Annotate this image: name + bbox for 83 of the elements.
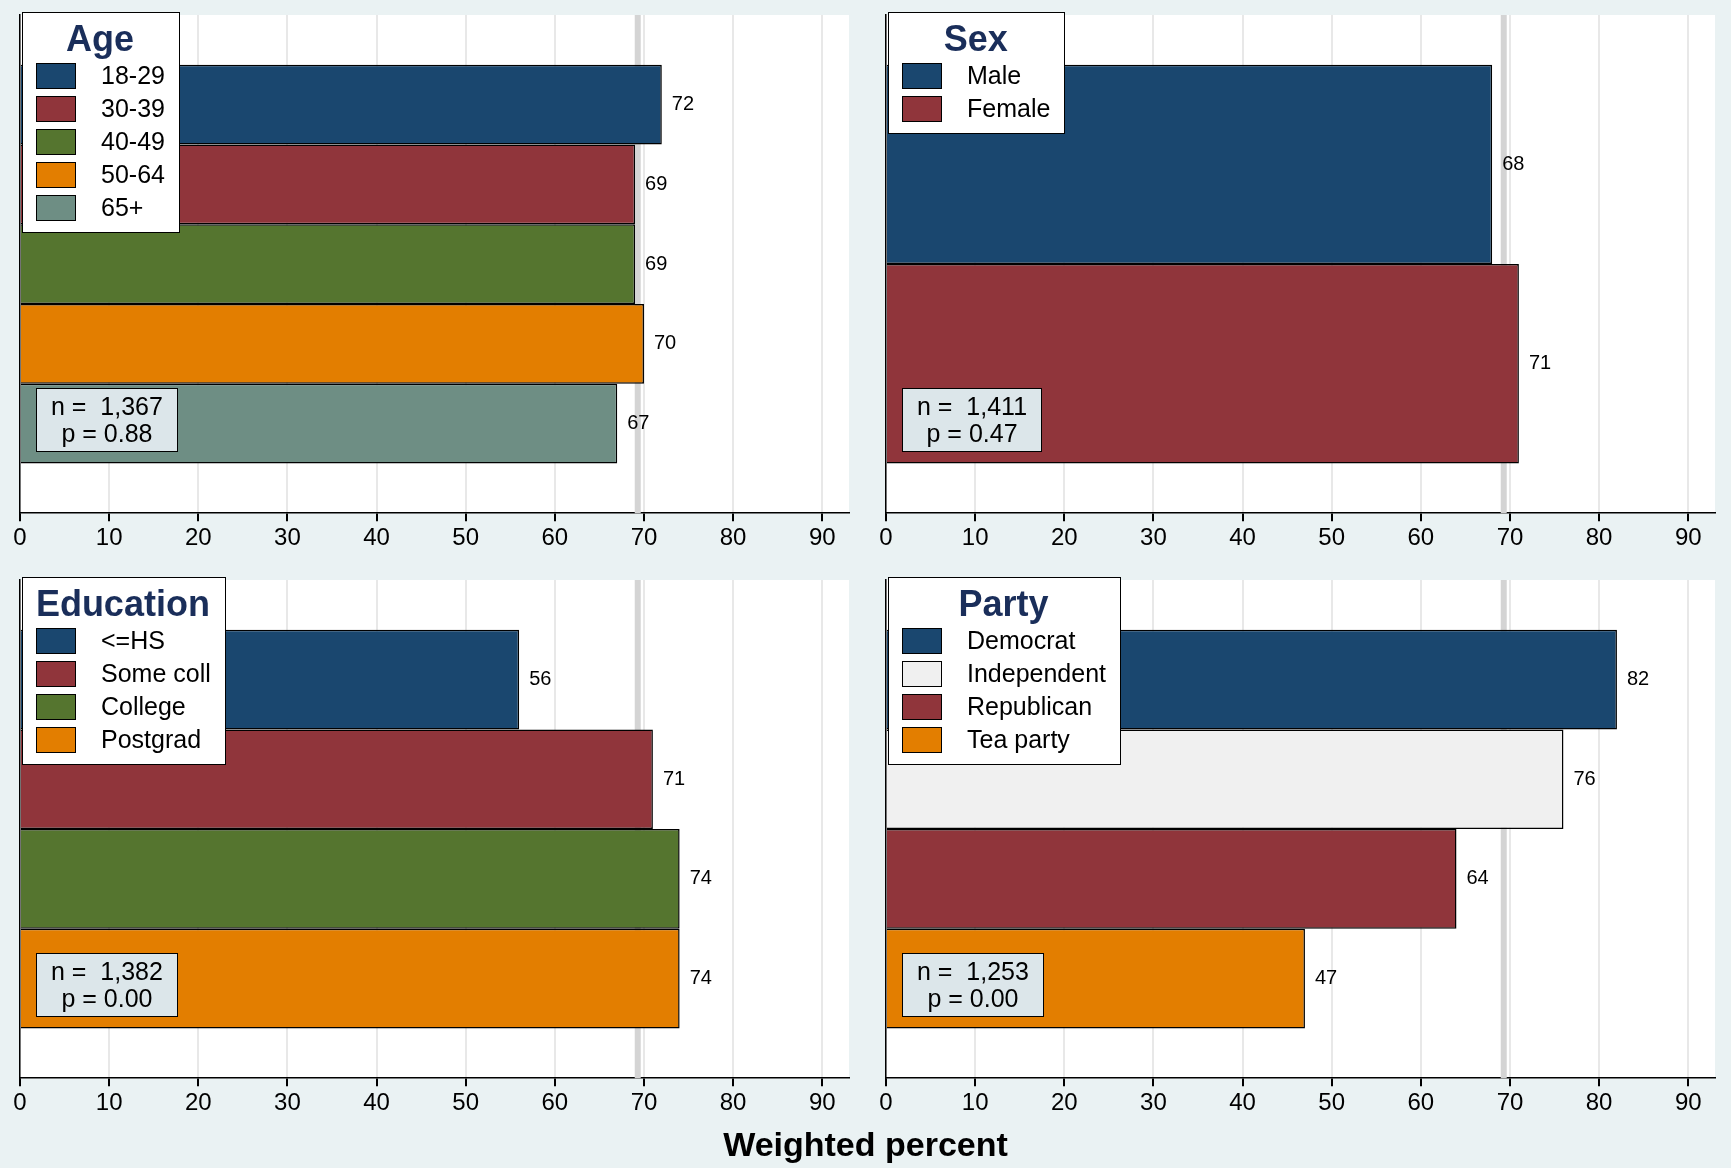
legend-label: Postgrad <box>101 724 202 755</box>
legend-label: <=HS <box>101 625 165 656</box>
x-tick-label: 10 <box>961 1088 989 1116</box>
x-tick-label: 0 <box>879 523 893 551</box>
legend-label: Female <box>967 93 1051 124</box>
annotation: n = 1,382 <box>51 957 163 985</box>
x-tick-label: 20 <box>184 1088 212 1116</box>
data-label: 56 <box>529 667 552 690</box>
x-tick-label: 80 <box>1585 523 1613 551</box>
legend-label: Democrat <box>967 625 1076 656</box>
annotation: p = 0.00 <box>926 984 1020 1012</box>
x-tick-label: 0 <box>879 1088 893 1116</box>
x-tick-label: 30 <box>274 523 301 551</box>
legend-label: College <box>101 691 186 722</box>
data-label: 74 <box>689 866 712 889</box>
data-label: 69 <box>645 251 668 274</box>
legend-label: 30-39 <box>101 93 165 124</box>
annotation: p = 0.47 <box>925 419 1019 447</box>
data-label: 68 <box>1502 151 1525 174</box>
legend-title: Education <box>35 583 211 624</box>
data-label: 67 <box>627 411 650 434</box>
data-label: 74 <box>689 966 712 989</box>
data-label: 69 <box>645 171 668 194</box>
x-tick-label: 50 <box>1318 523 1346 551</box>
x-tick-label: 70 <box>1496 1088 1524 1116</box>
legend-label: 18-29 <box>101 60 165 91</box>
x-tick-label: 10 <box>961 523 989 551</box>
annotation: p = 0.88 <box>60 419 154 447</box>
legend-label: Republican <box>967 691 1093 722</box>
x-tick-label: 60 <box>1407 1088 1435 1116</box>
legend-label: Some coll <box>101 658 211 689</box>
x-tick-label: 40 <box>363 523 390 551</box>
x-tick-label: 60 <box>541 1088 569 1116</box>
legend-title: Age <box>64 18 135 59</box>
legend-label: 65+ <box>101 192 144 223</box>
x-tick-label: 40 <box>1229 1088 1256 1116</box>
x-tick-label: 30 <box>1140 523 1167 551</box>
data-label: 76 <box>1573 766 1596 789</box>
x-tick-label: 70 <box>630 523 658 551</box>
x-tick-label: 10 <box>95 523 123 551</box>
x-tick-label: 70 <box>630 1088 658 1116</box>
x-tick-label: 90 <box>1674 523 1702 551</box>
data-label: 64 <box>1466 866 1489 889</box>
legend-label: 40-49 <box>101 126 165 157</box>
x-axis-title: Weighted percent <box>722 1125 1009 1164</box>
legend-label: Male <box>967 60 1022 91</box>
x-tick-label: 20 <box>1050 523 1078 551</box>
x-tick-label: 30 <box>1140 1088 1167 1116</box>
x-tick-label: 20 <box>1050 1088 1078 1116</box>
x-tick-label: 0 <box>13 523 27 551</box>
data-label: 70 <box>653 331 677 354</box>
x-tick-label: 50 <box>452 1088 480 1116</box>
x-tick-label: 40 <box>363 1088 390 1116</box>
annotation: p = 0.00 <box>60 984 154 1012</box>
legend-title: Party <box>957 583 1050 624</box>
x-tick-label: 90 <box>808 1088 836 1116</box>
x-tick-label: 10 <box>95 1088 123 1116</box>
x-tick-label: 60 <box>541 523 569 551</box>
annotation: n = 1,367 <box>51 392 163 420</box>
legend-title: Sex <box>942 18 1009 59</box>
x-tick-label: 40 <box>1229 523 1256 551</box>
x-tick-label: 80 <box>719 1088 747 1116</box>
x-tick-label: 30 <box>274 1088 301 1116</box>
x-tick-label: 90 <box>808 523 836 551</box>
x-tick-label: 80 <box>719 523 747 551</box>
x-tick-label: 20 <box>184 523 212 551</box>
data-label: 71 <box>662 766 686 789</box>
x-tick-label: 60 <box>1407 523 1435 551</box>
annotation: n = 1,411 <box>917 392 1028 420</box>
data-label: 71 <box>1528 351 1552 374</box>
legend-label: Independent <box>967 658 1107 689</box>
legend-label: Tea party <box>967 724 1070 755</box>
data-label: 82 <box>1626 667 1650 690</box>
x-tick-label: 90 <box>1674 1088 1702 1116</box>
x-tick-label: 80 <box>1585 1088 1613 1116</box>
x-tick-label: 0 <box>13 1088 27 1116</box>
annotation: n = 1,253 <box>917 957 1029 985</box>
x-tick-label: 70 <box>1496 523 1524 551</box>
x-tick-label: 50 <box>452 523 480 551</box>
data-label: 72 <box>671 92 695 115</box>
legend-label: 50-64 <box>101 159 165 190</box>
data-label: 47 <box>1314 966 1338 989</box>
x-tick-label: 50 <box>1318 1088 1346 1116</box>
